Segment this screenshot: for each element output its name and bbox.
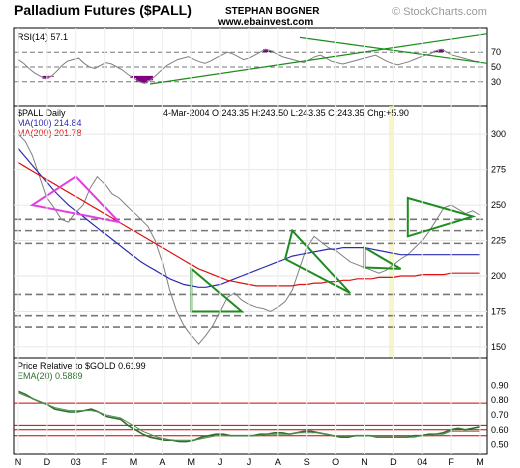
legend-ma100: MA(100) 214.84 — [17, 118, 82, 128]
rsi-tick-label: 70 — [491, 47, 501, 57]
relative-tick-label: 0.70 — [491, 410, 509, 420]
legend-ma200: MA(200) 201.78 — [17, 128, 82, 138]
relative-label: Price Relative to $GOLD 0.6199 — [17, 361, 146, 371]
x-tick-label: F — [102, 457, 108, 467]
price-tick-label: 225 — [491, 236, 506, 246]
x-tick-label: M — [188, 457, 196, 467]
relative-tick-label: 0.80 — [491, 395, 509, 405]
relative-tick-label: 0.60 — [491, 425, 509, 435]
x-tick-label: O — [332, 457, 339, 467]
rsi-label: RSI(14) 57.1 — [17, 32, 68, 42]
x-tick-label: J — [218, 457, 223, 467]
x-tick-label: D — [390, 457, 397, 467]
relative-tick-label: 0.90 — [491, 380, 509, 390]
price-panel: $PALL Daily 4-Mar-2004 O:243.35 H:243.50… — [13, 105, 506, 456]
price-tick-label: 150 — [491, 342, 506, 352]
price-pattern-triangle — [406, 196, 477, 238]
x-tick-label: A — [275, 457, 281, 467]
price-pattern-triangle — [283, 228, 351, 294]
price-tick-label: 275 — [491, 165, 506, 175]
x-tick-label: A — [159, 457, 165, 467]
price-frame — [13, 105, 488, 359]
rsi-trendline-up — [149, 33, 488, 85]
price-tick-label: 250 — [491, 200, 506, 210]
rsi-panel: RSI(14) 57.1 70 50 30 — [13, 27, 501, 107]
x-axis: N D 03 F M A M J J A S O N D 04 F M — [15, 28, 484, 467]
price-tick-label: 200 — [491, 271, 506, 281]
relative-panel: Price Relative to $GOLD 0.6199 EMA(20) 0… — [13, 357, 509, 455]
x-tick-label: M — [130, 457, 138, 467]
website-label: www.ebainvest.com — [217, 17, 313, 28]
december-marker — [389, 106, 393, 456]
x-tick-label: N — [15, 457, 22, 467]
x-tick-label: 04 — [417, 457, 427, 467]
x-tick-label: F — [448, 457, 454, 467]
watermark: © StockCharts.com — [392, 6, 487, 18]
price-tick-label: 175 — [491, 306, 506, 316]
x-tick-label: D — [44, 457, 51, 467]
x-tick-label: J — [247, 457, 252, 467]
chart-title: Palladium Futures ($PALL) — [14, 2, 192, 18]
rsi-tick-label: 50 — [491, 62, 501, 72]
rsi-tick-label: 30 — [491, 77, 501, 87]
x-tick-label: N — [361, 457, 368, 467]
author-label: STEPHAN BOGNER — [225, 6, 320, 17]
x-tick-label: S — [304, 457, 310, 467]
x-tick-label: 03 — [71, 457, 81, 467]
price-tick-label: 300 — [491, 129, 506, 139]
ema-label: EMA(20) 0.5889 — [17, 371, 83, 381]
relative-frame — [13, 357, 488, 455]
price-label: $PALL Daily — [17, 108, 66, 118]
x-tick-label: M — [476, 457, 484, 467]
ohlc-label: 4-Mar-2004 O:243.35 H:243.50 L:243.35 C:… — [163, 108, 409, 118]
relative-tick-label: 0.50 — [491, 440, 509, 450]
